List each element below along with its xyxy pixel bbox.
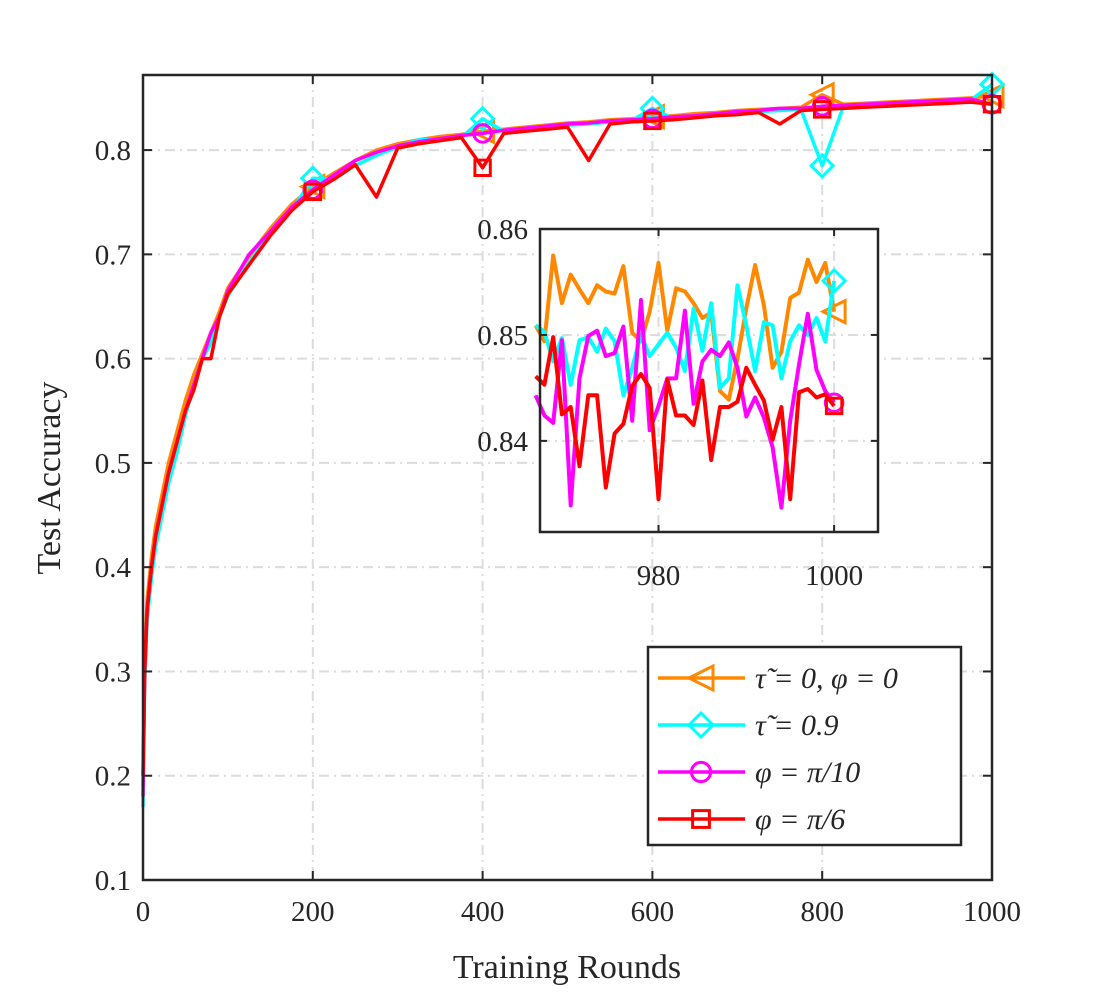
series-marker-3 — [473, 158, 492, 178]
inset-y-tick-label: 0.85 — [477, 320, 528, 352]
legend-marker-0 — [685, 663, 715, 693]
inset-series-marker-3 — [824, 396, 844, 416]
y-tick-label: 0.6 — [95, 344, 131, 376]
series-line-3 — [141, 100, 993, 776]
inset-y-tick-label: 0.86 — [477, 214, 528, 246]
inset-series-marker-0 — [819, 298, 847, 326]
inset-ticks: 980 1000 0.84 0.85 0.86 — [477, 214, 878, 592]
x-tick-label: 1000 — [963, 896, 1021, 928]
x-tick-label: 600 — [631, 896, 675, 928]
y-tick-label: 0.4 — [95, 552, 132, 584]
y-tick-label: 0.7 — [95, 239, 131, 271]
y-tick-label: 0.5 — [95, 448, 131, 480]
series-marker-2 — [472, 123, 493, 144]
y-tick-label: 0.8 — [95, 135, 131, 167]
inset-series-line-3 — [534, 335, 836, 502]
x-axis-label: Training Rounds — [453, 949, 681, 986]
inset-series-line-0 — [533, 253, 837, 402]
inset-series-marker-1 — [820, 267, 848, 295]
legend-marker-2 — [689, 760, 713, 784]
legend-marker-1 — [686, 710, 716, 740]
y-tick-label: 0.2 — [95, 761, 131, 793]
main-series — [141, 71, 1006, 808]
inset-x-tick-label: 980 — [637, 560, 681, 592]
main-ticks: 0 200 400 600 800 1000 0.1 0.2 0.3 0.4 0.5 0.6 0.7 0.… — [95, 75, 1021, 928]
inset-series-line-2 — [533, 298, 836, 510]
series-marker-1 — [809, 152, 836, 179]
legend-label-0: τ̃ = 0, φ = 0 — [755, 662, 898, 695]
legend: τ̃ = 0, φ = 0 τ̃ = 0.9 φ = π/10 φ = π/6 — [646, 645, 963, 847]
inset-series — [533, 253, 848, 510]
series-marker-3 — [643, 111, 662, 131]
x-tick-label: 800 — [800, 896, 844, 928]
series-marker-1 — [469, 105, 496, 132]
x-tick-label: 200 — [291, 896, 335, 928]
legend-label-1: τ̃ = 0.9 — [755, 709, 838, 742]
legend-label-3: φ = π/6 — [755, 803, 845, 836]
series-marker-3 — [813, 100, 832, 119]
inset-axes-box — [538, 227, 880, 534]
main-axes-box — [141, 73, 994, 882]
y-axis-label: Test Accuracy — [31, 381, 68, 574]
legend-label-2: φ = π/10 — [755, 756, 860, 789]
y-tick-label: 0.1 — [95, 865, 131, 897]
x-tick-label: 400 — [461, 896, 505, 928]
legend-marker-3 — [691, 809, 711, 829]
inset-series-line-1 — [534, 280, 837, 398]
x-tick-label: 0 — [136, 896, 151, 928]
inset-y-tick-label: 0.84 — [477, 426, 528, 458]
inset-x-tick-label: 1000 — [805, 560, 863, 592]
y-tick-label: 0.3 — [95, 656, 131, 688]
series-marker-3 — [303, 182, 323, 201]
